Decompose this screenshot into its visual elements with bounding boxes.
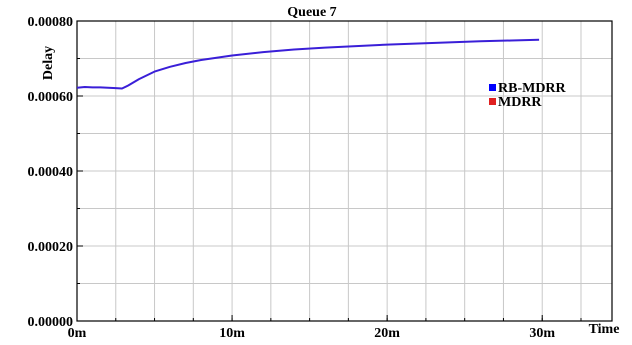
x-axis-label: Time xyxy=(589,322,620,337)
x-tick-label: 20m xyxy=(374,326,400,341)
y-tick-label: 0.00040 xyxy=(28,165,74,180)
legend-label-mdrr: MDRR xyxy=(498,95,542,110)
grid xyxy=(77,21,612,321)
y-tick-label: 0.00020 xyxy=(28,240,74,255)
legend-swatch-rb-mdrr xyxy=(489,84,496,91)
series-layer xyxy=(76,38,540,90)
y-tick-label: 0.00000 xyxy=(28,315,74,330)
legend-label-rb-mdrr: RB-MDRR xyxy=(498,81,567,96)
y-axis-label: Delay xyxy=(41,46,56,80)
x-tick-label: 30m xyxy=(529,326,555,341)
chart-title: Queue 7 xyxy=(287,5,336,20)
series-line-rb-mdrr xyxy=(76,38,540,90)
y-tick-label: 0.00060 xyxy=(28,90,74,105)
legend-swatch-mdrr xyxy=(489,98,496,105)
y-tick-label: 0.00080 xyxy=(28,15,74,30)
axis-ticks: 0m 10m 20m 30m 0.00000 0.00020 0.00040 0.00060 0… xyxy=(28,15,582,341)
x-tick-label: 0m xyxy=(68,326,87,341)
x-tick-label: 10m xyxy=(219,326,245,341)
